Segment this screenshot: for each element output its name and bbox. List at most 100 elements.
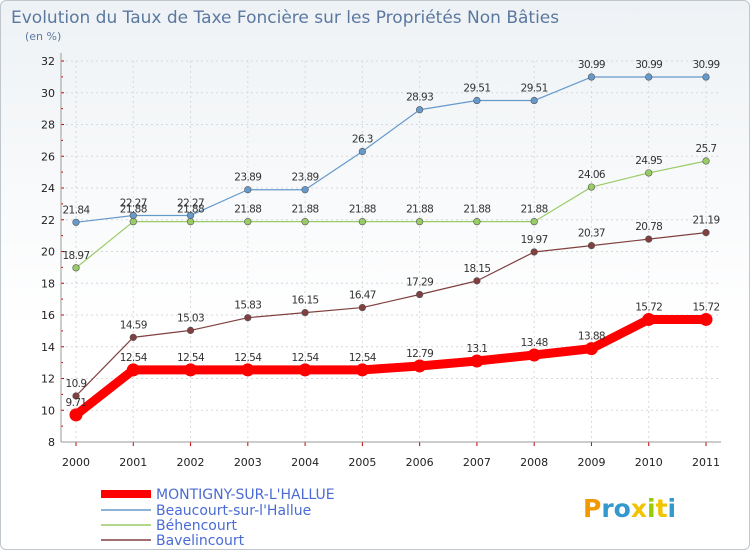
y-tick-label: 28 (41, 119, 55, 132)
series-line (75, 160, 707, 269)
data-label: 21.84 (62, 204, 90, 216)
x-tick-label: 2001 (119, 456, 147, 469)
data-point (530, 218, 538, 226)
data-label: 20.78 (635, 221, 662, 233)
data-point (699, 312, 713, 326)
chart-title: Evolution du Taux de Taxe Foncière sur l… (11, 8, 559, 28)
data-label: 29.51 (463, 83, 490, 95)
data-label: 13.1 (466, 343, 487, 355)
data-label: 23.89 (234, 172, 261, 184)
data-point (129, 211, 137, 220)
data-point (416, 290, 424, 299)
data-label: 19.97 (521, 234, 548, 246)
y-tick-label: 12 (41, 373, 55, 386)
logo-text: Proxiti (583, 494, 676, 523)
data-label: 15.72 (692, 301, 719, 313)
data-point (129, 333, 137, 341)
data-point (186, 326, 195, 334)
data-label: 21.88 (292, 204, 319, 216)
data-label: 12.54 (292, 352, 320, 364)
data-label: 18.15 (463, 263, 490, 275)
data-point (72, 264, 80, 272)
data-label: 15.72 (635, 301, 662, 313)
data-label: 13.88 (578, 331, 605, 343)
data-label: 12.54 (234, 352, 262, 364)
x-tick-label: 2009 (577, 456, 605, 469)
x-tick-label: 2008 (520, 456, 548, 469)
data-point (416, 106, 424, 114)
data-label: 16.47 (349, 290, 376, 302)
chart-subtitle: (en %) (25, 30, 61, 43)
x-tick-label: 2006 (406, 456, 434, 469)
data-point (645, 169, 653, 177)
data-label: 12.54 (120, 352, 148, 364)
series-line (75, 232, 707, 397)
data-point (298, 363, 312, 377)
data-label: 15.83 (234, 300, 261, 312)
data-point (473, 96, 481, 105)
data-label: 12.54 (349, 352, 377, 364)
x-tick-label: 2003 (234, 456, 262, 469)
data-label: 9.71 (66, 397, 87, 409)
data-label: 30.99 (635, 59, 662, 71)
x-tick-label: 2004 (291, 456, 319, 469)
data-label: 22.27 (120, 197, 147, 209)
data-label: 14.59 (120, 319, 147, 331)
y-tick-label: 22 (41, 214, 55, 227)
data-label: 24.06 (578, 169, 606, 181)
data-point (587, 73, 596, 81)
data-point (358, 303, 366, 312)
data-point (587, 183, 596, 191)
data-point (244, 218, 252, 226)
data-labels: 9.71 12.54 12.54 12.54 12.54 12.54 12.79 13.1 13… (62, 59, 720, 409)
data-point (584, 342, 598, 356)
data-label: 21.88 (463, 204, 490, 216)
data-point (186, 218, 195, 226)
legend: MONTIGNY-SUR-L'HALLUEBeaucourt-sur-l'Hal… (101, 487, 335, 549)
proxiti-logo: Proxiti (583, 494, 676, 523)
data-point (416, 218, 424, 226)
series-line (75, 76, 706, 223)
data-label: 13.48 (521, 337, 548, 349)
y-tick-label: 26 (41, 150, 55, 163)
y-tick-label: 24 (41, 182, 55, 195)
data-point (530, 248, 538, 256)
data-point (301, 218, 309, 226)
x-tick-label: 2002 (177, 456, 205, 469)
data-label: 21.88 (177, 204, 204, 216)
x-tick-label: 2011 (692, 456, 720, 469)
data-label: 23.89 (292, 172, 319, 184)
data-point (301, 309, 309, 317)
data-label: 21.88 (349, 204, 376, 216)
data-label: 12.54 (177, 352, 205, 364)
y-tick-label: 32 (41, 55, 55, 68)
y-tick-label: 16 (41, 309, 55, 322)
data-point (126, 363, 140, 377)
data-point (244, 314, 252, 322)
data-point (129, 218, 137, 226)
data-label: 21.88 (521, 204, 548, 216)
data-point (642, 312, 656, 326)
data-label: 26.3 (352, 133, 373, 145)
data-label: 21.88 (234, 204, 261, 216)
series-line (73, 314, 706, 419)
data-label: 21.88 (406, 204, 433, 216)
y-tick-label: 18 (41, 277, 55, 290)
data-label: 21.19 (692, 215, 719, 227)
data-label: 30.99 (692, 59, 719, 71)
series-group (69, 73, 713, 422)
data-point (527, 348, 541, 362)
x-tick-label: 2000 (62, 456, 90, 469)
data-label: 28.93 (406, 92, 433, 104)
data-label: 10.9 (66, 378, 87, 390)
data-point (184, 363, 198, 377)
data-point (702, 73, 710, 81)
y-tick-label: 14 (41, 341, 55, 354)
data-label: 29.51 (521, 83, 548, 95)
data-point (470, 354, 484, 368)
data-label: 18.97 (62, 250, 89, 262)
data-label: 21.88 (120, 204, 147, 216)
y-tick-label: 10 (41, 404, 55, 417)
